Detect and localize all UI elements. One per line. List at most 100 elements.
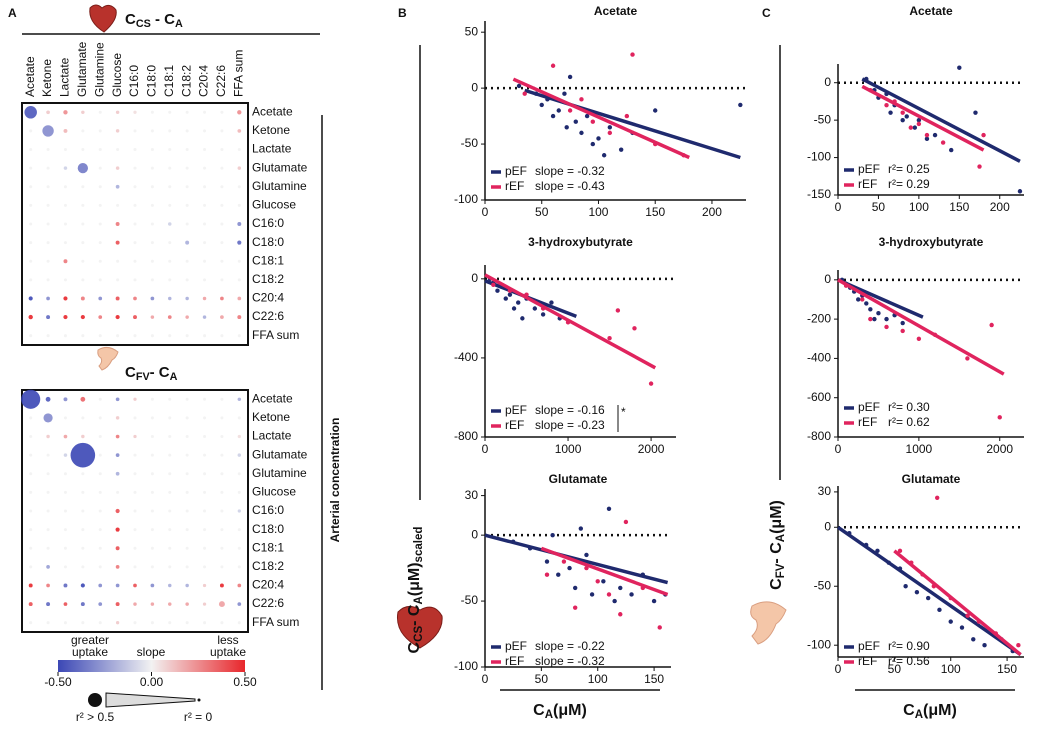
dot	[115, 166, 120, 170]
point	[618, 147, 624, 152]
dot	[168, 148, 172, 152]
legend-label: rEF	[505, 654, 524, 668]
point	[932, 132, 938, 138]
legend-label: pEF	[858, 162, 880, 176]
row-label: Ketone	[252, 123, 290, 137]
colorbar-title: slope	[137, 645, 166, 659]
dot	[133, 148, 137, 152]
row-label: C20:4	[252, 291, 284, 305]
dot	[168, 435, 172, 439]
size-legend-label: r² > 0.5	[76, 710, 115, 724]
dot	[115, 471, 120, 476]
dot	[115, 602, 120, 607]
point	[561, 559, 567, 564]
dot	[150, 241, 154, 245]
dot	[115, 583, 120, 588]
dot	[116, 259, 120, 263]
dot	[63, 222, 67, 226]
x-tick-label: 100	[588, 205, 608, 219]
row-label: FFA sum	[252, 615, 299, 629]
dot	[220, 472, 224, 476]
dot	[46, 621, 50, 625]
point	[868, 307, 873, 312]
point	[916, 121, 922, 127]
dot	[219, 583, 224, 588]
y-tick-label: -400	[807, 351, 831, 365]
point	[957, 65, 962, 70]
x-tick-label: 150	[645, 205, 665, 219]
x-tick-label: 200	[702, 205, 722, 219]
subscript: A	[545, 709, 554, 721]
dot	[115, 397, 120, 402]
dot	[98, 110, 102, 114]
dot	[98, 583, 103, 588]
dot	[46, 583, 50, 588]
dot	[237, 222, 242, 226]
dot	[46, 528, 50, 532]
size-legend-wedge	[105, 692, 196, 708]
row-label: C16:0	[252, 216, 284, 230]
point	[657, 625, 662, 630]
dot	[185, 453, 189, 457]
dot	[185, 259, 189, 263]
dot	[46, 148, 50, 152]
dot	[220, 453, 224, 457]
dot	[185, 334, 189, 338]
leg-icon	[750, 601, 787, 645]
dot	[220, 129, 224, 133]
legend-stat: r²= 0.30	[888, 400, 930, 414]
point	[981, 132, 986, 138]
x-tick-label: 100	[588, 672, 608, 686]
point	[540, 312, 546, 317]
dot	[46, 203, 50, 207]
dot	[115, 129, 120, 133]
dot	[63, 185, 67, 189]
dot	[98, 621, 102, 625]
dot	[63, 128, 68, 133]
dot	[63, 490, 67, 494]
point	[579, 97, 584, 102]
dot	[45, 396, 51, 402]
point	[630, 52, 635, 57]
dot	[133, 509, 137, 513]
panel-letter: C	[762, 6, 771, 20]
dot	[98, 129, 102, 133]
dot	[98, 222, 102, 226]
dot	[167, 315, 172, 319]
dot	[63, 110, 68, 115]
point	[632, 326, 637, 331]
dot	[185, 166, 189, 170]
dot	[81, 528, 85, 532]
dot	[203, 435, 207, 439]
y-tick-label: 0	[824, 519, 831, 533]
dot	[29, 435, 33, 439]
matrix-title: CFV- CA	[125, 364, 178, 383]
dot	[46, 490, 50, 494]
dot	[98, 490, 102, 494]
dot	[63, 241, 67, 245]
dot	[220, 241, 224, 245]
dot	[98, 472, 102, 476]
column-label: Glutamine	[92, 42, 106, 97]
dot	[220, 278, 224, 282]
dot	[168, 509, 172, 513]
point	[590, 119, 596, 124]
text-part: C	[903, 702, 915, 719]
chart-title: Glutamate	[902, 472, 961, 486]
dot	[81, 203, 85, 207]
row-label: Glutamine	[252, 179, 307, 193]
text-part: (μM)	[768, 500, 785, 534]
dot	[29, 259, 33, 263]
x-tick-label: 50	[535, 205, 549, 219]
point	[522, 91, 527, 96]
dot	[150, 416, 154, 420]
dot	[237, 490, 241, 494]
colorbar-low-label: greater	[71, 633, 109, 647]
dot	[63, 278, 67, 282]
subscript: A	[175, 18, 183, 30]
dot	[29, 416, 33, 420]
dot	[46, 472, 50, 476]
point	[884, 316, 889, 322]
subscript: A	[413, 596, 425, 605]
text-part: (μM)	[923, 702, 957, 719]
